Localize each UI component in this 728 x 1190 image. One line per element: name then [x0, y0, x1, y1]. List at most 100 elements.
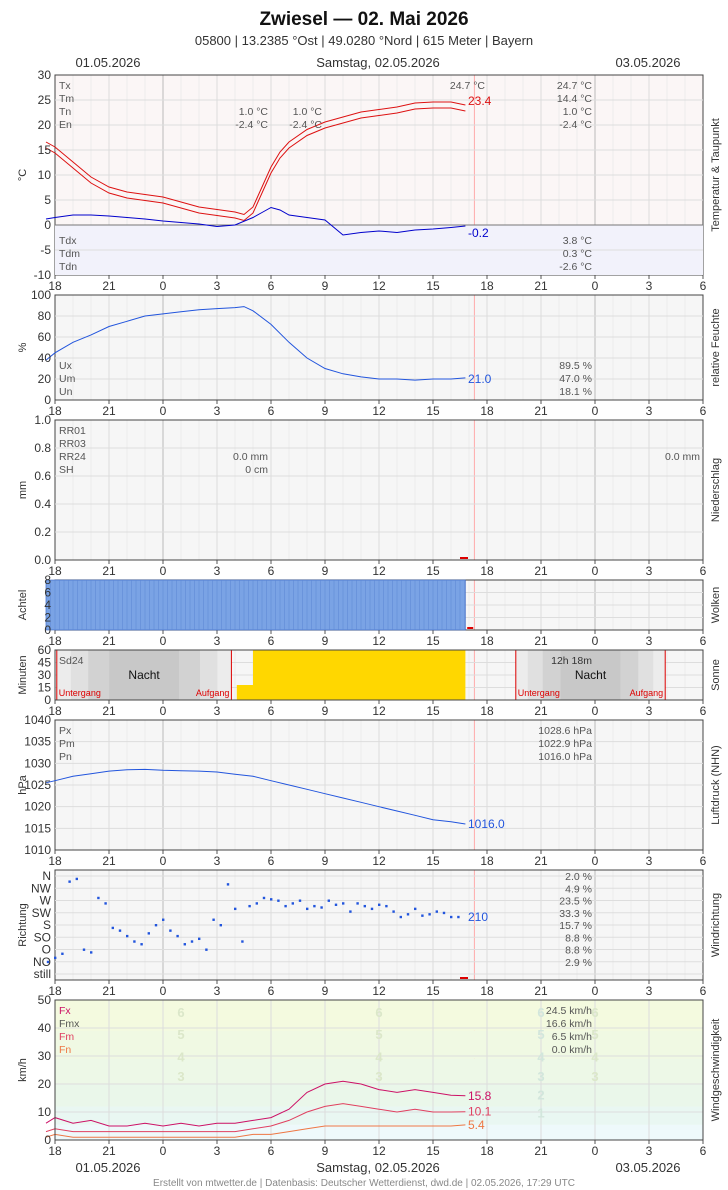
- x-tick-label: 3: [646, 854, 653, 868]
- stat: 89.5 %: [559, 360, 592, 372]
- legend-entry: Pm: [59, 738, 75, 750]
- sunshine-panel: [54, 649, 704, 704]
- sunset-label: Untergang: [59, 688, 101, 698]
- stat: 18.1 %: [559, 386, 592, 398]
- current-temp: 23.4: [468, 94, 492, 108]
- footer-credit: Erstellt von mtwetter.de | Datenbasis: D…: [153, 1178, 575, 1189]
- y-tick-label: 50: [38, 993, 52, 1007]
- x-tick-label: 12: [372, 854, 386, 868]
- panel-title: Windgeschwindigkeit: [710, 1019, 722, 1122]
- direction-point: [356, 902, 359, 905]
- direction-point: [219, 924, 222, 927]
- wind_speed-panel: [45, 999, 704, 1144]
- x-tick-label: 12: [372, 404, 386, 418]
- direction-point: [298, 899, 302, 902]
- x-tick-label: 12: [372, 984, 386, 998]
- current-wind-max: 10.1: [468, 1105, 492, 1119]
- direction-label: still: [34, 967, 51, 981]
- stat: 0.0 mm: [665, 451, 700, 463]
- direction-point: [169, 929, 172, 932]
- x-tick-label: 9: [322, 854, 329, 868]
- direction-point: [435, 910, 438, 913]
- x-tick-label: 0: [592, 634, 599, 648]
- x-tick-label: 6: [700, 634, 707, 648]
- direction-point: [82, 948, 86, 951]
- now-marker: [460, 977, 468, 979]
- direction-label: NW: [31, 881, 52, 895]
- x-tick-label: 18: [48, 634, 62, 648]
- x-tick-label: 18: [48, 854, 62, 868]
- x-tick-label: 6: [700, 704, 707, 718]
- stat: 23.5 %: [559, 896, 592, 908]
- stat: -2.6 °C: [559, 261, 592, 273]
- y-tick-label: 30: [38, 668, 52, 682]
- direction-point: [104, 902, 107, 905]
- x-tick-label: 6: [700, 854, 707, 868]
- current-wind: 5.4: [468, 1118, 485, 1132]
- legend-entry: Fmx: [59, 1018, 80, 1030]
- pressure-panel: [45, 719, 704, 854]
- x-tick-label: 18: [48, 404, 62, 418]
- x-tick-label: 18: [480, 854, 494, 868]
- panel-title: Sonne: [710, 659, 722, 691]
- y-tick-label: 40: [38, 1021, 52, 1035]
- direction-point: [183, 943, 186, 946]
- stat: 1022.9 hPa: [538, 738, 592, 750]
- y-tick-label: 0.6: [34, 469, 51, 483]
- x-tick-label: 12: [372, 634, 386, 648]
- current-gust: 15.8: [468, 1089, 492, 1103]
- stat: 3.8 °C: [563, 235, 593, 247]
- x-tick-label: 18: [480, 564, 494, 578]
- legend-entry: Fx: [59, 1005, 71, 1017]
- x-tick-label: 3: [214, 634, 221, 648]
- x-tick-label: 3: [646, 404, 653, 418]
- x-tick-label: 0: [160, 564, 167, 578]
- x-tick-label: 21: [534, 704, 548, 718]
- beaufort-label: 4: [375, 1050, 383, 1065]
- wind-line: [45, 1080, 466, 1127]
- x-tick-label: 0: [592, 854, 599, 868]
- panel-title: relative Feuchte: [710, 308, 722, 386]
- stat: 2.0 %: [565, 871, 592, 883]
- x-tick-label: 6: [268, 279, 275, 293]
- x-tick-label: 15: [426, 984, 440, 998]
- stat: -2.4 °C: [289, 119, 322, 131]
- beaufort-label: 5: [177, 1027, 184, 1042]
- direction-point: [457, 915, 460, 919]
- stat: -2.4 °C: [559, 119, 592, 131]
- sunrise-label: Aufgang: [196, 688, 230, 698]
- precipitation-panel: [54, 419, 704, 564]
- y-tick-label: 40: [38, 351, 52, 365]
- x-tick-label: 18: [480, 279, 494, 293]
- y-tick-label: 5: [44, 193, 51, 207]
- direction-point: [399, 915, 402, 919]
- stat: 8.8 %: [565, 945, 592, 957]
- x-tick-label: 6: [700, 404, 707, 418]
- stat: 0.3 °C: [563, 248, 593, 260]
- stat: 24.5 km/h: [546, 1005, 592, 1017]
- x-tick-label: 18: [48, 984, 62, 998]
- night-label: Nacht: [128, 668, 160, 682]
- date-center-bottom: Samstag, 02.05.2026: [316, 1160, 440, 1175]
- legend-entry: Tdm: [59, 248, 80, 260]
- x-tick-label: 3: [646, 1144, 653, 1158]
- x-tick-label: 21: [102, 984, 116, 998]
- x-tick-label: 18: [48, 704, 62, 718]
- legend-entry: Fn: [59, 1044, 71, 1056]
- stat: 15.7 %: [559, 920, 592, 932]
- legend-entry: Um: [59, 373, 76, 385]
- cloud-bars: [45, 579, 466, 631]
- x-tick-label: 15: [426, 634, 440, 648]
- y-tick-label: 1025: [24, 778, 51, 792]
- x-tick-label: 0: [592, 404, 599, 418]
- direction-point: [248, 904, 251, 908]
- sunrise-label: Aufgang: [630, 688, 664, 698]
- stat: 2.9 %: [565, 957, 592, 969]
- pressure-line: [45, 768, 466, 825]
- beaufort-label: 6: [537, 1005, 544, 1020]
- direction-point: [442, 911, 446, 915]
- y-tick-label: 30: [38, 1049, 52, 1063]
- y-tick-label: 100: [31, 288, 51, 302]
- x-tick-label: 21: [534, 1144, 548, 1158]
- legend-entry: Px: [59, 725, 72, 737]
